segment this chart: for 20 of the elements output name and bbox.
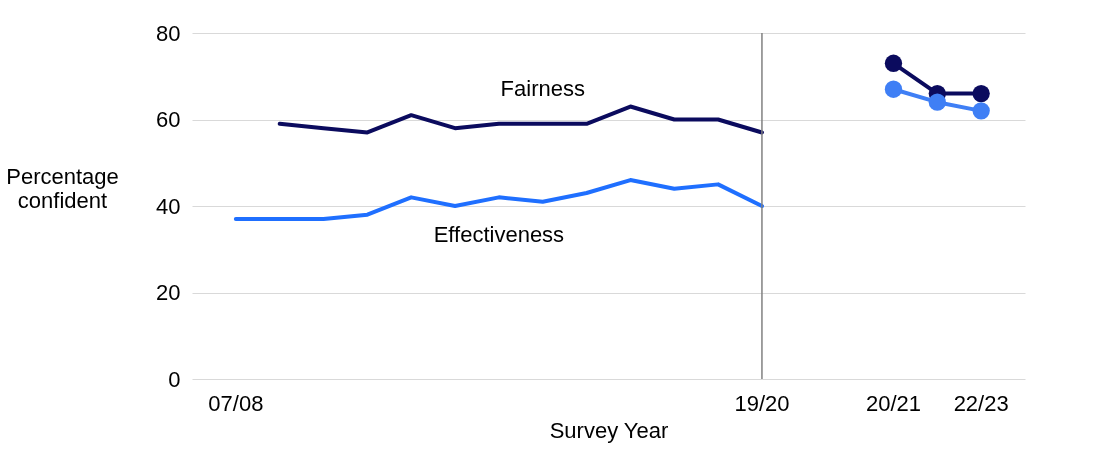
y-tick-label: 20 [156,280,181,305]
point [972,84,990,103]
x-axis-title: Survey Year [549,417,669,443]
point [972,102,990,120]
point [884,54,903,72]
y-tick-label: 0 [168,366,181,392]
x-tick-label: 22/23 [953,390,1009,416]
point [928,93,946,111]
y-tick-label: 40 [156,193,181,219]
line-series [277,104,764,135]
x-tick-label: 20/21 [865,390,921,416]
x-tick-label: 19/20 [734,390,790,416]
series-label: Fairness [500,75,585,101]
x-tick-label: 07/08 [208,390,264,416]
y-tick-label: 80 [156,20,181,46]
point [884,80,903,98]
y-axis-title: Percentage confident [6,163,119,213]
line-series [233,178,764,221]
series-label: Effectiveness [433,222,565,248]
y-tick-label: 60 [156,107,181,132]
